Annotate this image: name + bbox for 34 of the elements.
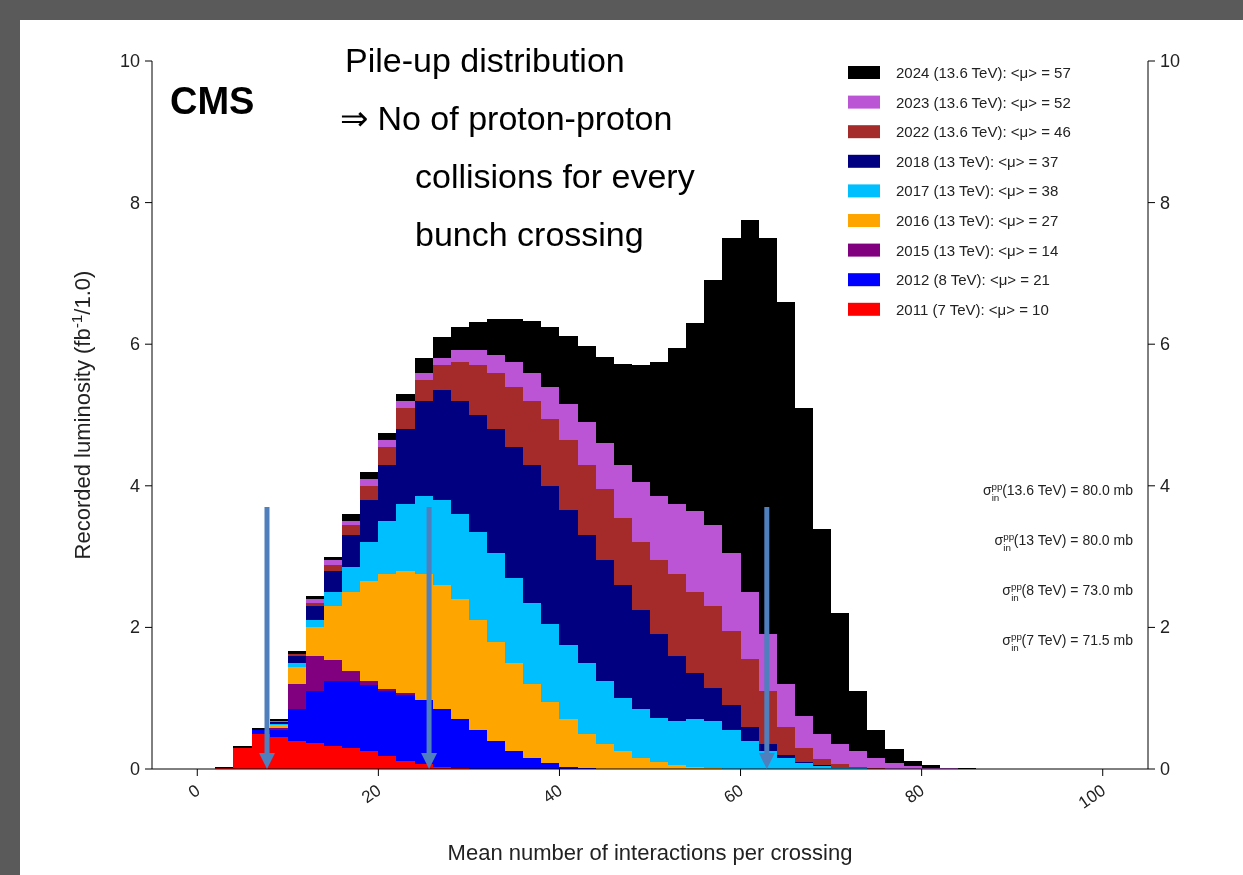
x-tick-label: 60 (720, 780, 747, 808)
y-tick-label: 2 (129, 617, 140, 638)
y-tick-label: 8 (129, 192, 140, 213)
x-tick-label: 100 (1074, 780, 1110, 813)
y2-tick-label: 8 (1160, 192, 1171, 213)
legend-label: 2012 (8 TeV): <μ> = 21 (896, 271, 1050, 289)
x-axis-title: Mean number of interactions per crossing (447, 840, 853, 865)
annotation: σ$^{pp}$$_{in}$(8 TeV) = 73.0 mb (1002, 580, 1134, 603)
annotation: σ$^{pp}$$_{in}$(13 TeV) = 80.0 mb (994, 530, 1134, 553)
legend-label: 2016 (13 TeV): <μ> = 27 (896, 212, 1059, 229)
y2-tick-label: 10 (1160, 51, 1181, 71)
legend-label: 2015 (13 TeV): <μ> = 14 (896, 241, 1059, 259)
x-tick-label: 20 (358, 780, 385, 808)
y-tick-label: 6 (129, 334, 140, 355)
x-tick-label: 80 (901, 780, 928, 808)
y2-tick-label: 6 (1160, 334, 1171, 355)
legend-label: 2011 (7 TeV): <μ> = 10 (896, 300, 1049, 318)
annotation: σ$^{pp}$$_{in}$(7 TeV) = 71.5 mb (1002, 630, 1134, 653)
annotation: σ$^{pp}$$_{in}$(13.6 TeV) = 80.0 mb (982, 480, 1134, 503)
y2-tick-label: 2 (1160, 617, 1171, 638)
legend-label: 2024 (13.6 TeV): <μ> = 57 (896, 64, 1071, 81)
legend-label: 2023 (13.6 TeV): <μ> = 52 (896, 93, 1071, 111)
y-tick-label: 4 (129, 475, 140, 496)
x-tick-label: 0 (184, 780, 204, 802)
x-tick-label: 40 (539, 780, 566, 808)
y2-tick-label: 0 (1160, 759, 1171, 779)
y-tick-label: 10 (119, 51, 140, 71)
legend-label: 2018 (13 TeV): <μ> = 37 (896, 152, 1059, 170)
annotation: Pile-up distribution ⇒ No of proton-proton collisions for every bunch crossing (340, 41, 695, 253)
legend-label: 2022 (13.6 TeV): <μ> = 46 (896, 123, 1071, 141)
y-tick-label: 0 (129, 759, 140, 779)
legend-label: 2017 (13 TeV): <μ> = 38 (896, 182, 1059, 200)
annotation: CMS (170, 80, 255, 122)
y2-tick-label: 4 (1160, 475, 1171, 496)
